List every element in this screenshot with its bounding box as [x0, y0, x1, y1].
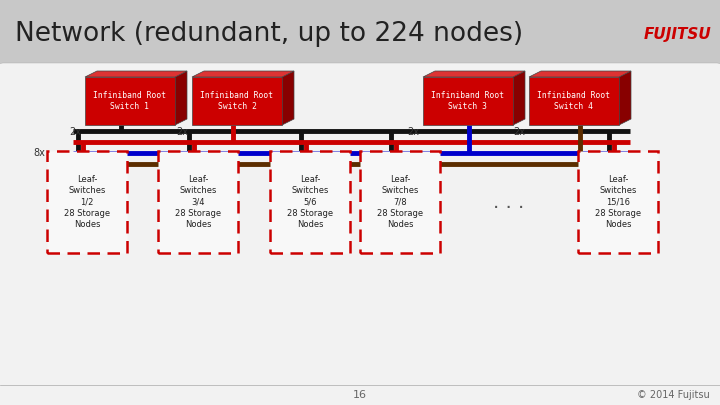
Text: Network (redundant, up to 224 nodes): Network (redundant, up to 224 nodes) [15, 21, 523, 47]
Text: Infiniband Root
Switch 1: Infiniband Root Switch 1 [94, 91, 166, 111]
Text: 2x: 2x [69, 127, 81, 137]
Text: Leaf-
Switches
5/6
28 Storage
Nodes: Leaf- Switches 5/6 28 Storage Nodes [287, 175, 333, 229]
Polygon shape [85, 71, 187, 77]
FancyBboxPatch shape [360, 151, 440, 253]
Polygon shape [175, 71, 187, 125]
Text: Infiniband Root
Switch 2: Infiniband Root Switch 2 [200, 91, 274, 111]
Text: Leaf-
Switches
15/16
28 Storage
Nodes: Leaf- Switches 15/16 28 Storage Nodes [595, 175, 641, 229]
Polygon shape [619, 71, 631, 125]
FancyBboxPatch shape [270, 151, 350, 253]
FancyBboxPatch shape [0, 63, 720, 405]
Polygon shape [513, 71, 525, 125]
Text: 16: 16 [353, 390, 367, 400]
FancyBboxPatch shape [158, 151, 238, 253]
Text: 2x: 2x [513, 127, 525, 137]
FancyBboxPatch shape [85, 77, 175, 125]
Polygon shape [529, 71, 631, 77]
Text: Leaf-
Switches
7/8
28 Storage
Nodes: Leaf- Switches 7/8 28 Storage Nodes [377, 175, 423, 229]
Polygon shape [282, 71, 294, 125]
FancyBboxPatch shape [423, 77, 513, 125]
Text: 2x: 2x [176, 127, 188, 137]
Text: Infiniband Root
Switch 4: Infiniband Root Switch 4 [537, 91, 611, 111]
Text: 8x: 8x [33, 148, 45, 158]
Text: Leaf-
Switches
3/4
28 Storage
Nodes: Leaf- Switches 3/4 28 Storage Nodes [175, 175, 221, 229]
Text: . . .: . . . [493, 192, 525, 211]
FancyBboxPatch shape [578, 151, 658, 253]
Polygon shape [192, 71, 294, 77]
Polygon shape [423, 71, 525, 77]
FancyBboxPatch shape [192, 77, 282, 125]
Text: © 2014 Fujitsu: © 2014 Fujitsu [637, 390, 710, 400]
FancyBboxPatch shape [529, 77, 619, 125]
Text: Infiniband Root
Switch 3: Infiniband Root Switch 3 [431, 91, 505, 111]
FancyBboxPatch shape [0, 0, 720, 68]
Text: FUJITSU: FUJITSU [644, 26, 712, 41]
FancyBboxPatch shape [47, 151, 127, 253]
Text: Leaf-
Switches
1/2
28 Storage
Nodes: Leaf- Switches 1/2 28 Storage Nodes [64, 175, 110, 229]
Text: 2x: 2x [407, 127, 419, 137]
